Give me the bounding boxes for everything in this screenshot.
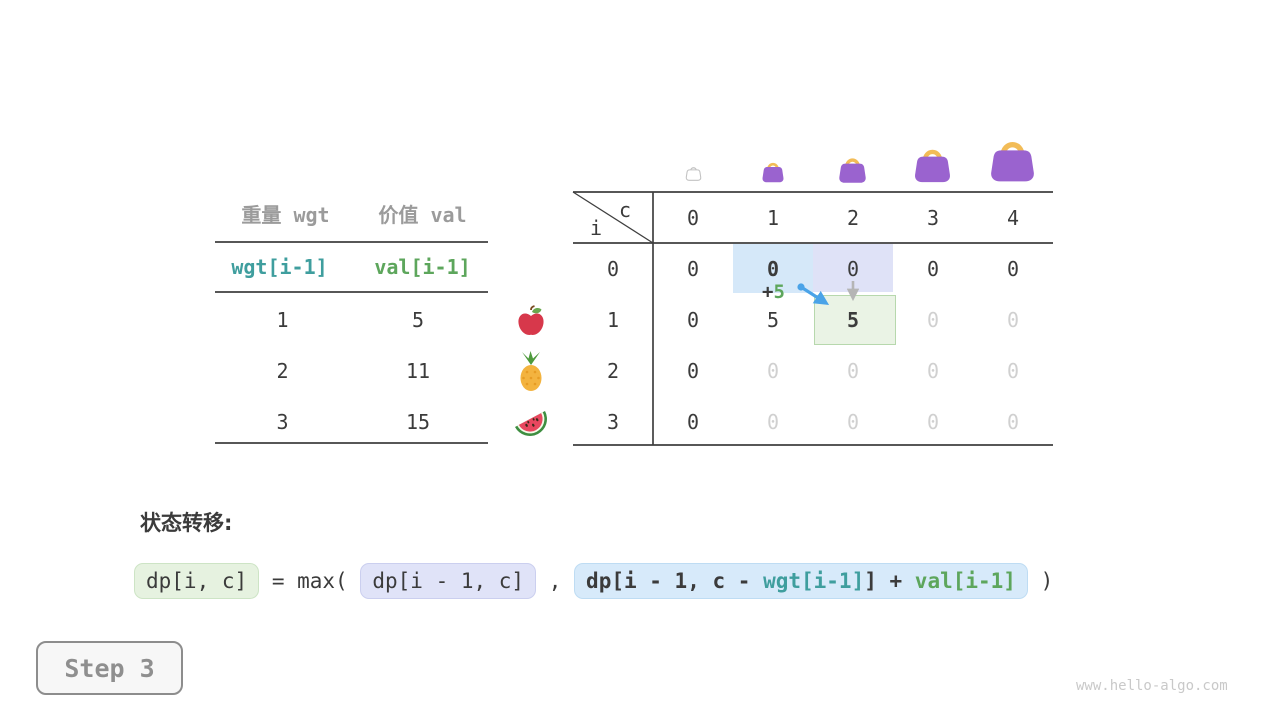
bag-medium-icon: [837, 151, 868, 189]
dp-cell-1-2: 5: [846, 307, 860, 332]
added-value: 5: [773, 281, 785, 303]
dp-cell-1-3: 0: [926, 307, 940, 332]
step-button[interactable]: Step 3: [36, 641, 183, 695]
dp-cell-2-3: 0: [926, 358, 940, 383]
dp-cell-2-0: 0: [686, 358, 700, 383]
dp-col-header-0: 0: [686, 205, 700, 230]
val-cell: 11: [405, 358, 431, 383]
dp-cell-3-4: 0: [1006, 409, 1020, 434]
dp-cell-2-4: 0: [1006, 358, 1020, 383]
formula-option1-chip: dp[i - 1, c]: [360, 563, 537, 599]
dp-col-header-2: 2: [846, 205, 860, 230]
dp-cell-1-1: 5: [766, 307, 780, 332]
dp-cell-1-4: 0: [1006, 307, 1020, 332]
dp-col-headers: 0 1 2 3 4: [653, 192, 1053, 243]
wgt-cell: 3: [276, 409, 289, 434]
wgt-cell: 2: [276, 358, 289, 383]
formula-option2-chip: dp[i - 1, c - wgt[i-1]] + val[i-1]: [574, 563, 1028, 599]
dp-row-headers: 0 1 2 3: [573, 243, 653, 447]
formula-result-chip: dp[i, c]: [134, 563, 260, 599]
dp-cell-0-1: 0: [766, 256, 780, 281]
formula-val-token: val[i-1]: [914, 569, 1016, 593]
dp-cell-0-0: 0: [686, 256, 700, 281]
dp-cell-3-2: 0: [846, 409, 860, 434]
dp-row-header-1: 1: [606, 307, 620, 332]
dp-cell-0-4: 0: [1006, 256, 1020, 281]
plus-sign: +: [762, 281, 774, 303]
formula-equals: = max(: [271, 569, 348, 593]
dp-row-header-2: 2: [606, 358, 620, 383]
wgt-formula-label: wgt[i-1]: [231, 255, 328, 279]
value-column-header: 价值 val: [378, 202, 467, 227]
dp-cell-2-1: 0: [766, 358, 780, 383]
dp-cell-3-1: 0: [766, 409, 780, 434]
dp-cell-3-0: 0: [686, 409, 700, 434]
bag-tiny-outline-icon: [685, 162, 702, 186]
watermark: www.hello-algo.com: [1076, 678, 1228, 694]
dp-cell-0-3: 0: [926, 256, 940, 281]
dp-cell-2-2: 0: [846, 358, 860, 383]
dp-cell-3-3: 0: [926, 409, 940, 434]
bag-small-icon: [761, 157, 785, 188]
watermelon-icon: [510, 403, 550, 443]
left-table-rows: 1 5 2 11 3 15: [215, 294, 489, 447]
weight-column-header: 重量 wgt: [241, 202, 330, 227]
bag-large-icon: [912, 140, 953, 189]
wgt-cell: 1: [276, 307, 289, 332]
dp-col-header-4: 4: [1006, 205, 1020, 230]
dp-col-header-1: 1: [766, 205, 780, 230]
apple-icon: [514, 301, 548, 347]
formula-wgt-token: wgt[i-1]: [763, 569, 865, 593]
dp-row-header-0: 0: [606, 256, 620, 281]
formula-close-paren: ): [1040, 569, 1054, 593]
val-cell: 15: [405, 409, 431, 434]
corner-row-label: i: [590, 216, 603, 240]
bag-xlarge-icon: [988, 130, 1037, 189]
dp-cell-0-2: 0: [846, 256, 860, 281]
pineapple-icon: [514, 350, 548, 398]
dp-row-header-3: 3: [606, 409, 620, 434]
state-transition-formula: dp[i, c] = max( dp[i - 1, c] , dp[i - 1,…: [134, 560, 1053, 602]
dp-cell-1-0: 0: [686, 307, 700, 332]
val-cell: 5: [411, 307, 425, 332]
corner-col-label: c: [619, 198, 632, 222]
plus-value-annotation: +5: [762, 281, 785, 303]
formula-comma: ,: [548, 569, 562, 593]
dp-col-header-3: 3: [926, 205, 940, 230]
left-table-row-2: 2 11: [215, 345, 489, 396]
val-formula-label: val[i-1]: [374, 255, 471, 279]
left-table-row-3: 3 15: [215, 396, 489, 447]
state-transition-label: 状态转移:: [140, 511, 233, 535]
